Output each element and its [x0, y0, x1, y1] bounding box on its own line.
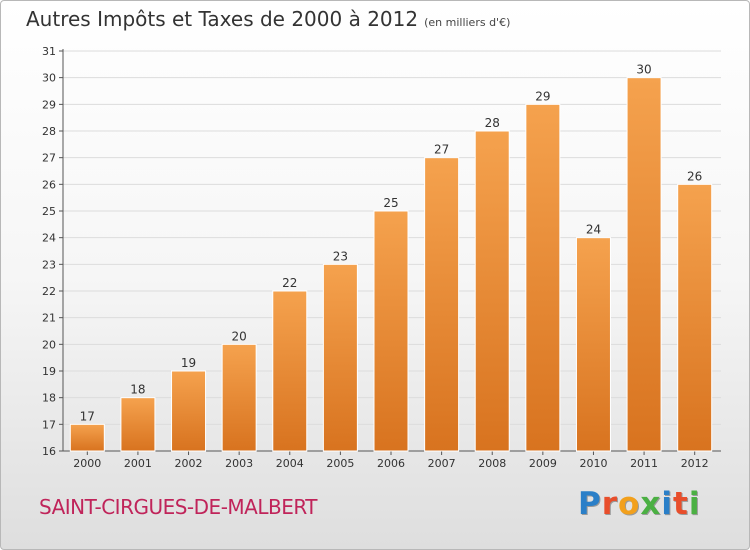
y-tick-label: 25: [42, 205, 56, 218]
y-tick-label: 24: [42, 232, 56, 245]
logo-letter: o: [618, 486, 641, 522]
bar-value-label: 23: [333, 249, 348, 263]
x-tick-label: 2004: [276, 457, 304, 470]
bar: [373, 210, 409, 452]
y-tick-label: 27: [42, 152, 56, 165]
x-tick-label: 2001: [124, 457, 152, 470]
bar: [424, 157, 460, 452]
chart-title-text: Autres Impôts et Taxes de 2000 à 2012: [26, 7, 419, 31]
x-tick-label: 2009: [529, 457, 557, 470]
bar: [525, 103, 561, 452]
bar: [626, 77, 662, 452]
x-tick-label: 2002: [175, 457, 203, 470]
y-tick-label: 21: [42, 312, 56, 325]
bar-value-label: 25: [383, 196, 398, 210]
x-tick-label: 2000: [73, 457, 101, 470]
x-tick-label: 2003: [225, 457, 253, 470]
proxiti-logo[interactable]: Proxiti: [578, 486, 700, 522]
bar: [120, 397, 156, 452]
y-tick-label: 17: [42, 418, 56, 431]
bar-value-label: 28: [485, 116, 500, 130]
y-tick-label: 23: [42, 258, 56, 271]
x-tick-label: 2007: [428, 457, 456, 470]
bars: [69, 77, 713, 452]
bar: [69, 423, 105, 452]
y-tick-label: 29: [42, 98, 56, 111]
x-tick-label: 2010: [579, 457, 607, 470]
bar-value-label: 30: [636, 63, 651, 77]
logo-letter: i: [688, 486, 701, 522]
x-tick-label: 2011: [630, 457, 658, 470]
chart-title: Autres Impôts et Taxes de 2000 à 2012 (en…: [26, 7, 510, 31]
logo-letter: P: [578, 486, 602, 522]
bar-value-label: 17: [80, 409, 95, 423]
bar-value-label: 29: [535, 89, 550, 103]
y-tick-label: 19: [42, 365, 56, 378]
bar-value-label: 27: [434, 143, 449, 157]
bar: [575, 237, 611, 452]
logo-letter: i: [661, 486, 673, 522]
bar: [474, 130, 510, 452]
y-tick-label: 18: [42, 392, 56, 405]
bar: [171, 370, 207, 452]
logo-letter: x: [640, 486, 662, 522]
y-tick-label: 16: [42, 445, 56, 458]
chart-unit: (en milliers d'€): [424, 16, 511, 29]
y-tick-label: 31: [42, 45, 56, 58]
bar: [322, 263, 358, 452]
bar: [221, 343, 257, 452]
y-tick-label: 26: [42, 178, 56, 191]
x-tick-label: 2008: [478, 457, 506, 470]
y-tick-label: 30: [42, 72, 56, 85]
logo-letter: t: [672, 486, 689, 522]
y-tick-label: 20: [42, 338, 56, 351]
logo-letter: r: [601, 486, 619, 522]
commune-name: SAINT-CIRGUES-DE-MALBERT: [39, 495, 318, 519]
bar-value-label: 22: [282, 276, 297, 290]
bar: [677, 183, 713, 452]
bar: [272, 290, 308, 452]
x-tick-label: 2006: [377, 457, 405, 470]
bar-value-label: 20: [232, 329, 247, 343]
bar-value-label: 19: [181, 356, 196, 370]
y-tick-label: 28: [42, 125, 56, 138]
x-tick-label: 2005: [326, 457, 354, 470]
data-labels: 17 18 19 20 22 23 25 27 28 29 24 30 26: [80, 63, 703, 424]
y-tick-label: 22: [42, 285, 56, 298]
bar-value-label: 26: [687, 169, 702, 183]
bar-value-label: 18: [130, 383, 145, 397]
x-tick-label: 2012: [681, 457, 709, 470]
bar-value-label: 24: [586, 223, 601, 237]
